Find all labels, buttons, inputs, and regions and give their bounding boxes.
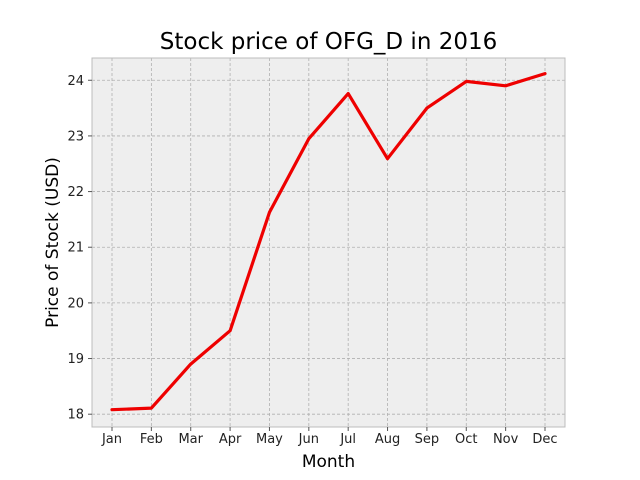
- x-tick-label: Jan: [101, 432, 122, 447]
- x-tick-label: May: [256, 432, 283, 447]
- y-tick-label: 19: [67, 352, 84, 367]
- y-tick-label: 24: [67, 74, 84, 89]
- chart-title: Stock price of OFG_D in 2016: [160, 29, 498, 55]
- series-line: [110, 71, 547, 412]
- x-tick-label: Apr: [219, 432, 242, 447]
- plot-area: [92, 58, 565, 427]
- x-tick-label: Aug: [375, 432, 400, 447]
- plot-frame: [91, 57, 566, 428]
- axis-ticks: Jan Feb Mar Apr May Jun Jul Aug Sep Oct Nov Dec 18 19…: [67, 74, 557, 447]
- y-tick-label: 20: [67, 296, 84, 311]
- x-tick-label: Dec: [532, 432, 557, 447]
- x-tick-label: Jun: [298, 432, 319, 447]
- x-axis-label: Month: [302, 452, 355, 472]
- y-tick-label: 22: [67, 185, 84, 200]
- x-tick-label: Mar: [178, 432, 203, 447]
- y-tick-label: 23: [67, 129, 84, 144]
- y-axis-label: Price of Stock (USD): [43, 157, 63, 328]
- x-tick-label: Feb: [140, 432, 163, 447]
- y-tick-label: 18: [67, 408, 84, 423]
- x-tick-label: Nov: [493, 432, 519, 447]
- x-tick-label: Oct: [455, 432, 477, 447]
- grid-lines: [92, 58, 565, 427]
- series-layer: [110, 71, 547, 412]
- y-tick-label: 21: [67, 241, 84, 256]
- x-tick-label: Jul: [339, 432, 356, 447]
- x-tick-label: Sep: [415, 432, 440, 447]
